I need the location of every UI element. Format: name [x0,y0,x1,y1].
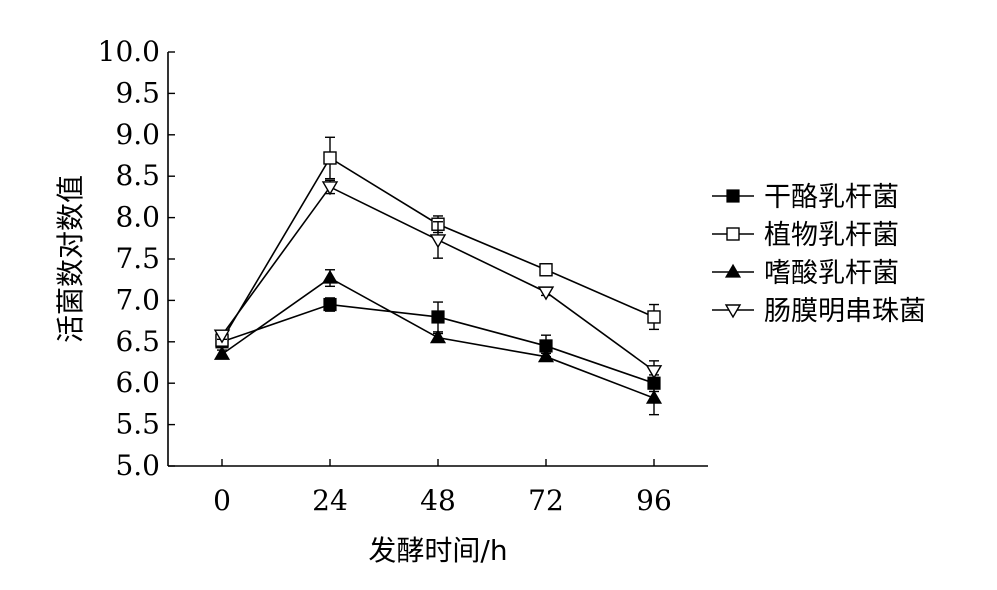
legend-entry: 干酪乳杆菌 [712,182,899,213]
y-tick-label: 5.5 [115,408,160,441]
data-point [645,365,663,380]
x-tick-label: 0 [213,484,231,517]
legend-label: 干酪乳杆菌 [764,182,899,213]
y-tick-label: 7.5 [115,242,160,275]
series-4 [213,179,663,382]
legend-entry: 嗜酸乳杆菌 [712,258,899,289]
legend-marker [724,304,742,319]
y-tick-label: 9.0 [115,118,160,151]
y-tick-label: 9.5 [115,76,160,109]
x-tick-label: 96 [636,484,672,517]
legend-entry: 肠膜明串珠菌 [712,296,926,327]
x-tick-label: 72 [528,484,564,517]
data-point [537,286,555,301]
y-axis-title: 活菌数对数值 [54,175,87,343]
data-point [323,151,337,165]
data-point [213,329,231,344]
legend-marker [726,227,740,241]
y-tick-label: 5.0 [115,449,160,482]
data-point [645,389,663,404]
data-point [213,346,231,360]
data-point [323,297,337,312]
y-tick-label: 6.0 [115,366,160,399]
data-point [647,310,661,324]
x-tick-label: 24 [312,484,348,517]
axes: 5.0 5.5 6.0 6.5 7.0 7.5 8.0 8.5 9.0 9.5 10.0 0 24 48 7… [98,35,708,517]
data-point [321,181,339,196]
y-tick-label: 8.5 [115,159,160,192]
plot-area [213,136,663,416]
y-tick-label: 7.0 [115,283,160,316]
data-point [539,263,553,277]
data-point [429,234,447,249]
y-tick-label: 10.0 [98,35,160,68]
y-tick-label: 8.0 [115,201,160,234]
legend-label: 植物乳杆菌 [764,220,899,251]
x-tick-label: 48 [420,484,456,517]
legend-marker [726,189,740,203]
y-tick-label: 6.5 [115,325,160,358]
legend-label: 嗜酸乳杆菌 [764,258,899,289]
data-point [429,329,447,344]
data-point [321,269,339,284]
data-point [537,348,555,363]
legend-marker [724,263,742,278]
legend-entry: 植物乳杆菌 [712,220,899,251]
x-axis-title: 发酵时间/h [368,534,507,567]
legend-label: 肠膜明串珠菌 [764,296,926,327]
series-3 [213,269,663,416]
data-point [431,310,445,324]
